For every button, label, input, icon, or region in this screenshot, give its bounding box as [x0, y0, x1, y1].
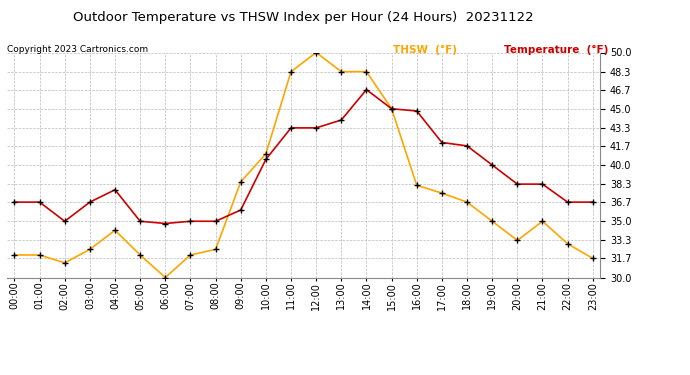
Text: THSW  (°F): THSW (°F): [393, 45, 457, 55]
Text: Outdoor Temperature vs THSW Index per Hour (24 Hours)  20231122: Outdoor Temperature vs THSW Index per Ho…: [73, 11, 534, 24]
Text: Copyright 2023 Cartronics.com: Copyright 2023 Cartronics.com: [7, 45, 148, 54]
Text: Temperature  (°F): Temperature (°F): [504, 45, 608, 55]
